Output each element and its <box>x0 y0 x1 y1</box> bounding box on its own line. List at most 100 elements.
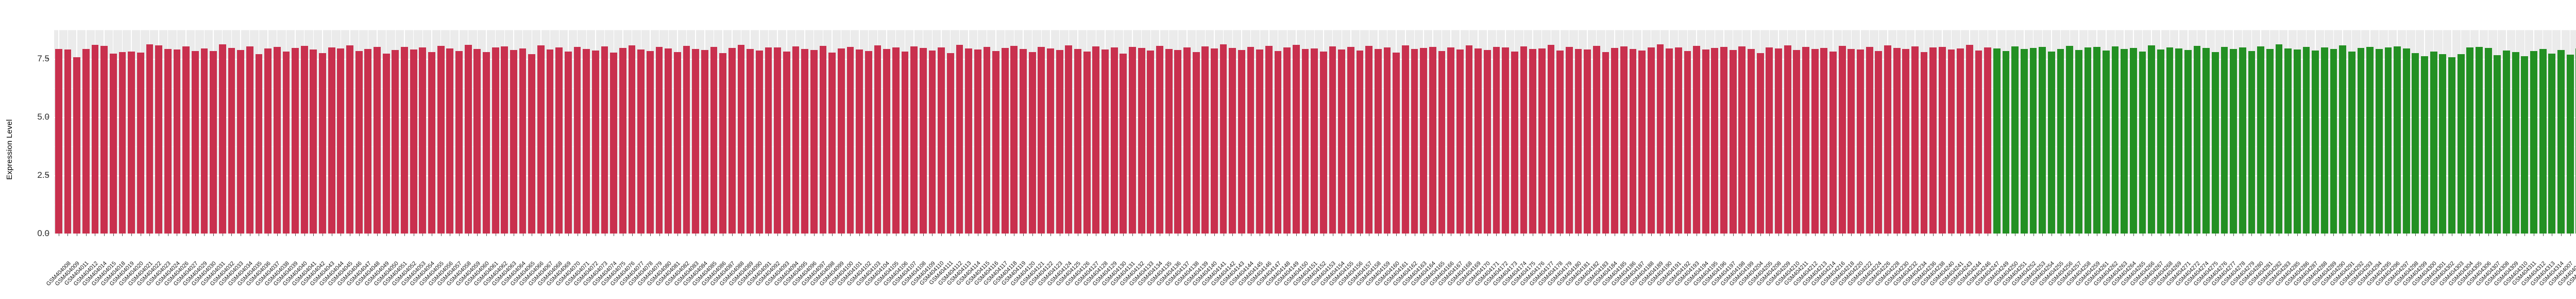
bar[interactable] <box>583 48 590 234</box>
bar[interactable] <box>2302 46 2310 234</box>
bar[interactable] <box>1156 45 1163 234</box>
bar[interactable] <box>1629 49 1637 234</box>
bar[interactable] <box>73 57 81 234</box>
bar[interactable] <box>182 46 190 234</box>
bar[interactable] <box>1848 48 1855 234</box>
bar[interactable] <box>919 48 927 234</box>
bar[interactable] <box>2066 45 2074 234</box>
bar[interactable] <box>2184 50 2192 234</box>
bar[interactable] <box>1966 45 1973 234</box>
bar[interactable] <box>392 50 399 234</box>
bar[interactable] <box>1201 46 1209 234</box>
bar[interactable] <box>1638 51 1646 234</box>
bar[interactable] <box>2166 47 2174 234</box>
bar[interactable] <box>619 47 626 234</box>
bar[interactable] <box>1602 52 1609 234</box>
bar[interactable] <box>1984 47 1992 234</box>
bar[interactable] <box>1092 46 1100 234</box>
bar[interactable] <box>719 53 727 234</box>
bar[interactable] <box>537 45 545 234</box>
bar[interactable] <box>364 49 372 234</box>
bar[interactable] <box>555 47 563 234</box>
bar[interactable] <box>1192 52 1200 234</box>
bar[interactable] <box>1393 52 1400 234</box>
bar[interactable] <box>319 53 326 234</box>
bar[interactable] <box>2202 47 2210 234</box>
bar[interactable] <box>1520 46 1528 234</box>
bar[interactable] <box>1401 45 1409 234</box>
bar[interactable] <box>828 52 836 234</box>
bar[interactable] <box>2029 47 2037 234</box>
bar[interactable] <box>1065 45 1073 234</box>
bar[interactable] <box>337 48 345 234</box>
bar[interactable] <box>173 49 181 234</box>
bar[interactable] <box>55 49 62 234</box>
bar[interactable] <box>1138 48 1145 234</box>
bar[interactable] <box>1429 46 1436 234</box>
bar[interactable] <box>2121 49 2128 234</box>
bar[interactable] <box>1947 49 1955 234</box>
bar[interactable] <box>1766 47 1773 234</box>
bar[interactable] <box>1056 50 1063 234</box>
bar[interactable] <box>1320 51 1327 234</box>
bar[interactable] <box>2430 52 2437 234</box>
bar[interactable] <box>747 49 754 234</box>
bar[interactable] <box>1939 46 1946 234</box>
bar[interactable] <box>1702 49 1709 234</box>
bar[interactable] <box>874 45 882 234</box>
bar[interactable] <box>82 49 90 234</box>
bar[interactable] <box>519 48 527 234</box>
bar[interactable] <box>1311 48 1318 234</box>
bar[interactable] <box>2366 47 2374 234</box>
bar[interactable] <box>2348 51 2355 234</box>
bar[interactable] <box>1001 47 1009 234</box>
bar[interactable] <box>118 52 126 234</box>
bar[interactable] <box>1038 47 1045 234</box>
bar[interactable] <box>774 47 782 234</box>
bar[interactable] <box>1574 48 1582 234</box>
bar[interactable] <box>783 51 790 234</box>
bar[interactable] <box>401 46 408 234</box>
bar[interactable] <box>565 51 572 234</box>
bar[interactable] <box>1620 46 1628 234</box>
bar[interactable] <box>2075 49 2082 234</box>
bar[interactable] <box>792 46 800 234</box>
bar[interactable] <box>146 44 154 234</box>
bar[interactable] <box>292 47 299 234</box>
bar[interactable] <box>2566 55 2574 234</box>
bar[interactable] <box>1010 46 1018 234</box>
bar[interactable] <box>992 51 999 234</box>
bar[interactable] <box>2248 51 2256 234</box>
bar[interactable] <box>501 46 509 234</box>
bar[interactable] <box>892 47 900 234</box>
bar[interactable] <box>610 53 618 234</box>
bar[interactable] <box>1338 49 1346 234</box>
bar[interactable] <box>2394 46 2401 234</box>
bar[interactable] <box>2129 48 2137 234</box>
bar[interactable] <box>355 51 363 234</box>
bar[interactable] <box>2521 56 2529 234</box>
bar[interactable] <box>2466 47 2474 234</box>
bar[interactable] <box>1183 47 1191 234</box>
bar[interactable] <box>1793 50 1801 234</box>
bar[interactable] <box>1283 47 1291 234</box>
bar[interactable] <box>1884 45 1891 234</box>
bar[interactable] <box>2047 52 2055 234</box>
bar[interactable] <box>1538 48 1546 234</box>
bar[interactable] <box>2211 52 2219 234</box>
bar[interactable] <box>1465 45 1473 234</box>
bar[interactable] <box>1265 45 1273 234</box>
bar[interactable] <box>2193 46 2201 234</box>
bar[interactable] <box>673 52 681 234</box>
bar[interactable] <box>1674 47 1682 234</box>
bar[interactable] <box>1502 47 1510 234</box>
bar[interactable] <box>1020 49 1027 234</box>
bar[interactable] <box>109 53 117 234</box>
bar[interactable] <box>1274 51 1282 234</box>
bar[interactable] <box>437 46 445 234</box>
bar[interactable] <box>965 48 972 234</box>
bar[interactable] <box>1811 49 1819 234</box>
bar[interactable] <box>1893 48 1901 234</box>
bar[interactable] <box>1101 49 1109 234</box>
bar[interactable] <box>1083 51 1091 234</box>
